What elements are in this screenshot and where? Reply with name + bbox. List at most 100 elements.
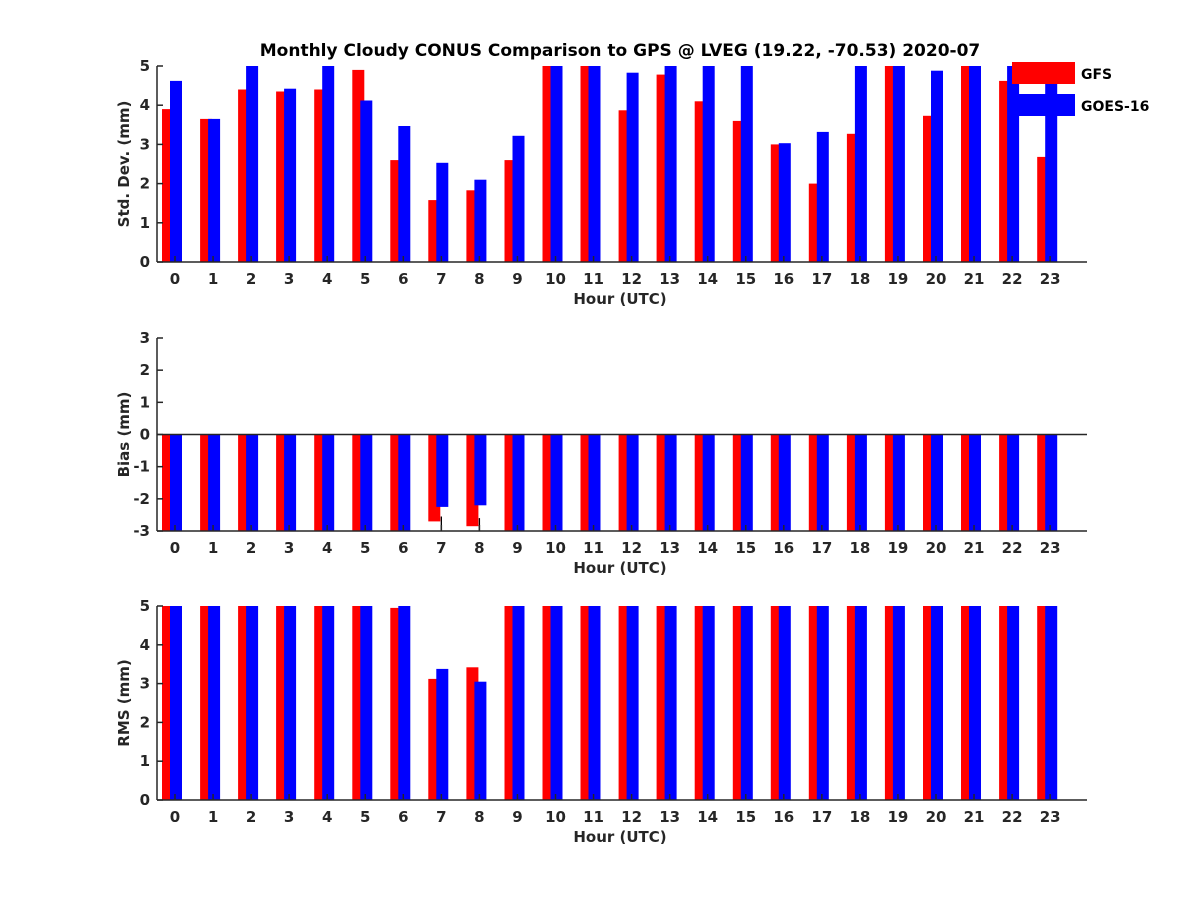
bar-goes-16-hour-17 (816, 434, 829, 531)
x-tick-label: 17 (811, 808, 832, 826)
bar-goes-16-hour-19 (892, 66, 905, 262)
x-tick-label: 14 (697, 539, 718, 557)
x-tick-label: 21 (964, 270, 985, 288)
x-tick-label: 5 (360, 808, 370, 826)
bar-goes-16-hour-17 (816, 606, 829, 800)
bar-goes-16-hour-19 (892, 434, 905, 531)
x-tick-label: 10 (545, 539, 566, 557)
x-tick-label: 0 (170, 808, 180, 826)
x-tick-label: 13 (659, 270, 680, 288)
y-tick-label: 5 (140, 57, 150, 75)
x-tick-label: 6 (398, 539, 408, 557)
bar-goes-16-hour-23 (1045, 606, 1058, 800)
bar-goes-16-hour-13 (664, 434, 677, 531)
x-tick-label: 4 (322, 270, 332, 288)
x-axis-title: Hour (UTC) (573, 559, 666, 577)
x-tick-label: 2 (246, 270, 256, 288)
x-tick-label: 20 (926, 270, 947, 288)
bar-goes-16-hour-13 (664, 606, 677, 800)
bar-goes-16-hour-1 (208, 606, 221, 800)
x-tick-label: 6 (398, 270, 408, 288)
bar-goes-16-hour-2 (246, 606, 259, 800)
bar-goes-16-hour-5 (360, 606, 373, 800)
x-tick-label: 8 (474, 270, 484, 288)
x-axis-title: Hour (UTC) (573, 828, 666, 846)
x-tick-label: 7 (436, 539, 446, 557)
x-tick-label: 0 (170, 270, 180, 288)
legend: GFS GOES-16 (1012, 62, 1149, 116)
x-tick-label: 22 (1002, 808, 1023, 826)
bar-goes-16-hour-8 (474, 179, 487, 262)
bar-goes-16-hour-2 (246, 434, 259, 531)
x-tick-label: 11 (583, 539, 604, 557)
bar-goes-16-hour-6 (398, 606, 411, 800)
x-tick-label: 12 (621, 270, 642, 288)
x-tick-label: 23 (1040, 808, 1061, 826)
x-tick-label: 17 (811, 539, 832, 557)
bar-goes-16-hour-3 (284, 606, 297, 800)
bar-goes-16-hour-1 (208, 434, 221, 531)
bar-goes-16-hour-9 (512, 606, 525, 800)
x-tick-label: 10 (545, 808, 566, 826)
bar-goes-16-hour-16 (778, 434, 791, 531)
y-tick-label: 1 (140, 214, 150, 232)
y-axis-title: RMS (mm) (115, 659, 133, 746)
bar-goes-16-hour-4 (322, 434, 335, 531)
bar-goes-16-hour-12 (626, 606, 639, 800)
y-tick-label: 3 (140, 675, 150, 693)
bar-goes-16-hour-18 (854, 434, 867, 531)
bar-goes-16-hour-18 (854, 606, 867, 800)
x-tick-label: 22 (1002, 539, 1023, 557)
x-tick-label: 0 (170, 539, 180, 557)
x-tick-label: 18 (849, 270, 870, 288)
x-tick-label: 16 (773, 270, 794, 288)
x-tick-label: 15 (735, 808, 756, 826)
bar-goes-16-hour-21 (969, 606, 981, 800)
bar-goes-16-hour-7 (436, 668, 449, 800)
bar-goes-16-hour-20 (931, 70, 943, 262)
bar-goes-16-hour-10 (550, 606, 563, 800)
x-tick-label: 23 (1040, 270, 1061, 288)
bar-goes-16-hour-12 (626, 72, 639, 262)
x-tick-label: 12 (621, 539, 642, 557)
bar-goes-16-hour-15 (740, 606, 753, 800)
bar-goes-16-hour-11 (588, 434, 601, 531)
y-tick-label: 2 (140, 713, 150, 731)
x-tick-label: 10 (545, 270, 566, 288)
y-tick-label: 0 (140, 253, 150, 271)
x-tick-label: 3 (284, 539, 294, 557)
bar-goes-16-hour-10 (550, 66, 563, 262)
x-tick-label: 19 (888, 808, 909, 826)
bar-goes-16-hour-3 (284, 434, 297, 531)
x-tick-label: 18 (849, 808, 870, 826)
x-tick-label: 4 (322, 808, 332, 826)
bar-goes-16-hour-19 (892, 606, 905, 800)
bar-goes-16-hour-11 (588, 66, 601, 262)
x-tick-label: 6 (398, 808, 408, 826)
x-tick-label: 19 (888, 270, 909, 288)
bar-goes-16-hour-21 (969, 434, 981, 531)
chart-title: Monthly Cloudy CONUS Comparison to GPS @… (260, 41, 980, 61)
bar-goes-16-hour-8 (474, 434, 487, 506)
x-tick-label: 1 (208, 270, 218, 288)
x-tick-label: 14 (697, 270, 718, 288)
bar-goes-16-hour-1 (208, 118, 221, 263)
x-tick-label: 2 (246, 808, 256, 826)
x-tick-label: 11 (583, 808, 604, 826)
x-tick-label: 1 (208, 808, 218, 826)
y-tick-label: 5 (140, 597, 150, 615)
x-tick-label: 11 (583, 270, 604, 288)
bar-goes-16-hour-23 (1045, 434, 1058, 531)
x-tick-label: 7 (436, 808, 446, 826)
x-tick-label: 7 (436, 270, 446, 288)
y-tick-label: 4 (140, 96, 150, 114)
x-tick-label: 13 (659, 539, 680, 557)
y-tick-label: -2 (133, 490, 150, 508)
x-tick-label: 4 (322, 539, 332, 557)
bar-goes-16-hour-10 (550, 434, 563, 531)
x-tick-label: 13 (659, 808, 680, 826)
